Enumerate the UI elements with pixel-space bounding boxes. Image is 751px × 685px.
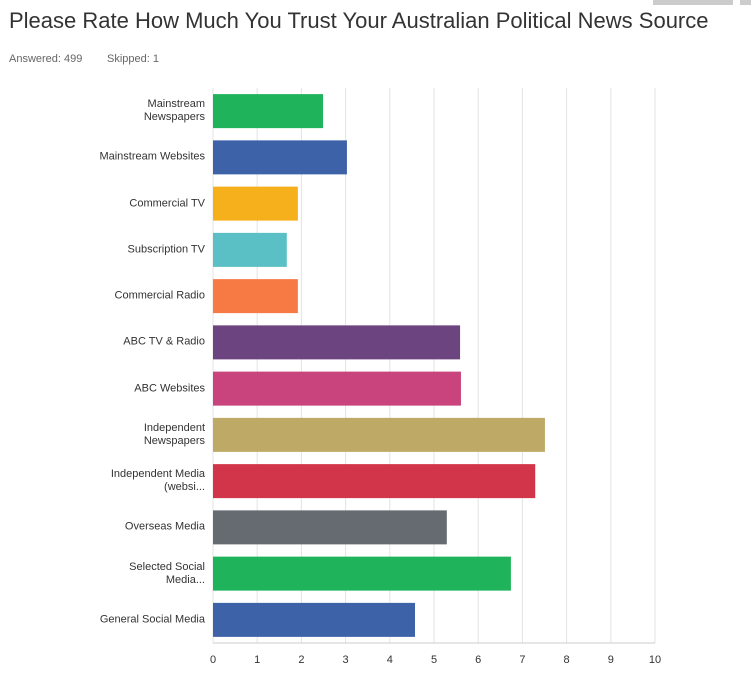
decor: [740, 0, 751, 5]
x-tick-label: 5: [431, 654, 437, 666]
bar: [213, 232, 287, 267]
bar: [213, 417, 545, 452]
y-tick-label: Commercial Radio: [114, 289, 205, 302]
y-tick-label: Independent Media (websi...: [110, 468, 205, 494]
y-tick-label: Subscription TV: [127, 243, 205, 256]
x-tick-label: 0: [210, 654, 216, 666]
decor: [653, 0, 733, 5]
skipped: Skipped: 1: [107, 53, 159, 65]
y-tick-label: Selected Social Media...: [129, 560, 205, 586]
y-tick-label: Overseas Media: [124, 520, 205, 533]
x-tick-label: 9: [608, 654, 614, 666]
bar: [213, 556, 511, 591]
x-tick-label: 7: [519, 654, 525, 666]
bar: [213, 186, 298, 221]
y-tick-label: Commercial TV: [129, 197, 205, 210]
bar: [213, 325, 461, 360]
bar: [213, 371, 461, 406]
y-tick-label: Mainstream Websites: [99, 150, 205, 163]
x-tick-label: 4: [387, 654, 393, 666]
answered: Answered: 499: [9, 53, 83, 65]
x-tick-label: 6: [475, 654, 481, 666]
bar: [213, 464, 536, 499]
y-tick-label: ABC Websites: [134, 382, 205, 395]
y-tick-label: Mainstream Newspapers: [143, 98, 205, 124]
bar: [213, 94, 324, 129]
chart-title: Please Rate How Much You Trust Your Aust…: [9, 8, 709, 33]
y-tick-label: General Social Media: [99, 613, 205, 626]
bar: [213, 510, 447, 545]
bar: [213, 602, 415, 637]
x-tick-label: 2: [298, 654, 304, 666]
y-tick-label: ABC TV & Radio: [123, 335, 205, 348]
y-tick-label: Independent Newspapers: [143, 421, 205, 447]
x-tick-label: 3: [343, 654, 349, 666]
bar: [213, 140, 347, 175]
x-tick-label: 1: [254, 654, 260, 666]
x-tick-label: 8: [564, 654, 570, 666]
bar: [213, 279, 298, 314]
x-tick-label: 10: [649, 654, 661, 666]
